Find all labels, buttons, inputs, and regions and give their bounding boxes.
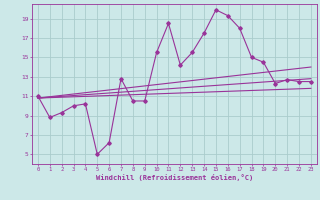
X-axis label: Windchill (Refroidissement éolien,°C): Windchill (Refroidissement éolien,°C) (96, 174, 253, 181)
